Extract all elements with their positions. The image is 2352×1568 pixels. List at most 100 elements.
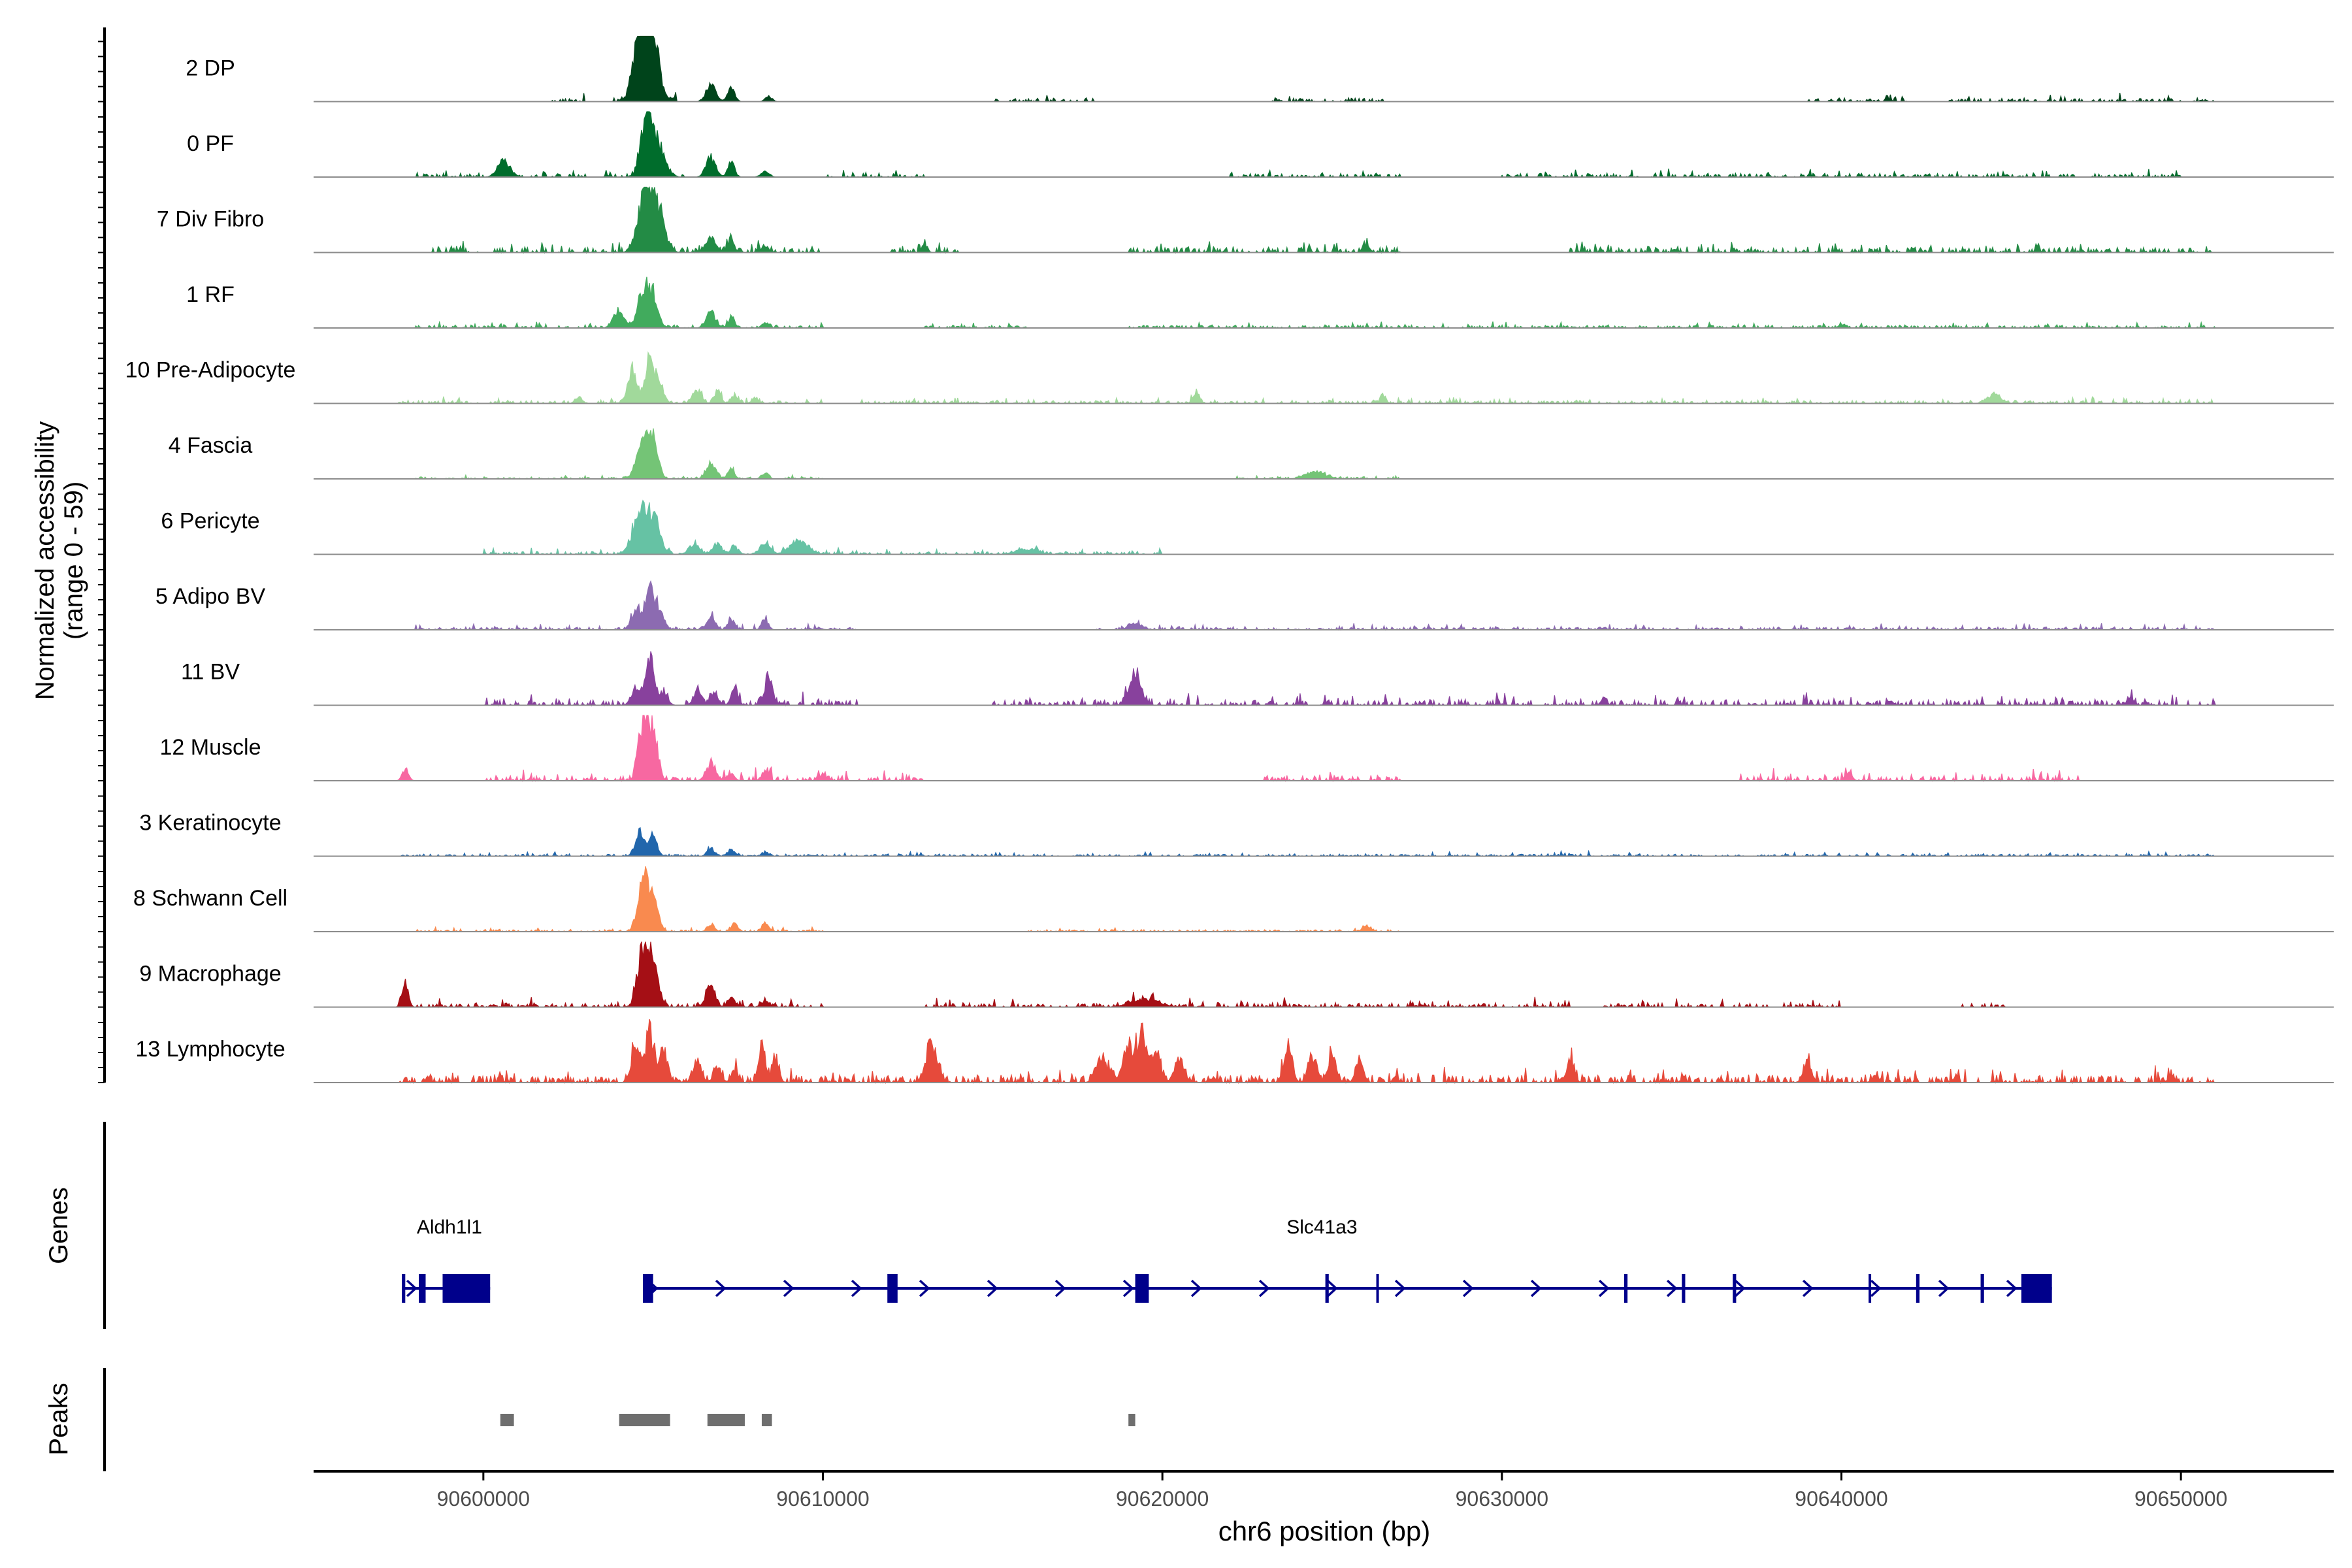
gene: Aldh1l1 <box>402 1217 491 1303</box>
gene-exon <box>1376 1274 1379 1303</box>
x-tick-label: 90630000 <box>1456 1487 1548 1511</box>
track: 2 DP <box>186 35 2334 103</box>
track-label: 1 RF <box>186 282 235 307</box>
track-label: 7 Div Fibro <box>157 207 264 232</box>
gene: Slc41a3 <box>643 1217 2052 1303</box>
track-label: 2 DP <box>186 56 235 81</box>
strand-arrow <box>919 1279 930 1298</box>
track-label: 3 Keratinocyte <box>139 811 281 836</box>
gene-exon <box>1869 1274 1872 1303</box>
track-label: 8 Schwann Cell <box>133 886 287 911</box>
track-label: 10 Pre-Adipocyte <box>125 358 296 383</box>
track-coverage-area <box>314 715 2334 783</box>
strand-arrow <box>1394 1279 1406 1298</box>
track: 9 Macrophage <box>139 941 2334 1009</box>
peaks-track: Peaks <box>44 1368 1135 1471</box>
track-coverage-area <box>314 826 2334 857</box>
x-tick-label: 90610000 <box>776 1487 869 1511</box>
coverage-y-axis-range-label: (range 0 - 59) <box>59 482 88 640</box>
track: 5 Adipo BV <box>155 580 2334 631</box>
gene-exon <box>1624 1274 1628 1303</box>
gene-exon <box>419 1274 426 1303</box>
track: 0 PF <box>187 111 2334 179</box>
strand-arrow <box>1666 1279 1678 1298</box>
gene-exon <box>1135 1274 1149 1303</box>
track: 11 BV <box>181 651 2334 707</box>
gene-exon <box>1325 1274 1329 1303</box>
strand-arrow <box>1734 1279 1746 1298</box>
strand-arrow <box>1530 1279 1542 1298</box>
gene-exon <box>402 1274 406 1303</box>
track-coverage-area <box>314 941 2334 1009</box>
track-label: 13 Lymphocyte <box>135 1037 285 1062</box>
peak-region <box>500 1414 514 1426</box>
track: 7 Div Fibro <box>157 186 2334 254</box>
gene-exon <box>1916 1274 1920 1303</box>
peak-region <box>1128 1414 1135 1426</box>
strand-arrow <box>783 1279 794 1298</box>
strand-arrow <box>1054 1279 1066 1298</box>
strand-arrow <box>1122 1279 1134 1298</box>
coverage-tracks: 2 DP 0 PF 7 Div Fibro 1 RF 10 Pre-Adipocyte 4… <box>125 35 2334 1085</box>
peak-region <box>761 1414 772 1426</box>
strand-arrow <box>1190 1279 1202 1298</box>
peaks-track-label: Peaks <box>44 1382 73 1455</box>
strand-arrow <box>851 1279 862 1298</box>
x-axis: 90600000 90610000 90620000 90630000 90640000… <box>314 1470 2334 1511</box>
track: 1 RF <box>186 276 2334 329</box>
track-coverage-area <box>314 186 2334 254</box>
gene-exon <box>1733 1274 1737 1303</box>
track: 10 Pre-Adipocyte <box>125 351 2334 405</box>
x-tick-label: 90640000 <box>1795 1487 1887 1511</box>
strand-arrow <box>1462 1279 1474 1298</box>
track-coverage-area <box>314 351 2334 405</box>
track: 6 Pericyte <box>161 499 2334 556</box>
peak-region <box>619 1414 670 1426</box>
x-tick-label: 90600000 <box>437 1487 530 1511</box>
x-axis-label: chr6 position (bp) <box>1218 1516 1431 1546</box>
gene-exon <box>442 1274 491 1303</box>
track-coverage-area <box>314 111 2334 179</box>
track-coverage-area <box>314 428 2334 480</box>
strand-arrow <box>715 1279 727 1298</box>
x-tick-label: 90650000 <box>2134 1487 2227 1511</box>
track-label: 6 Pericyte <box>161 509 259 534</box>
gene-exon <box>1682 1274 1686 1303</box>
track-coverage-area <box>314 580 2334 631</box>
track: 3 Keratinocyte <box>139 811 2334 857</box>
strand-arrow <box>2006 1279 2017 1298</box>
track-coverage-area <box>314 35 2334 103</box>
track-coverage-area <box>314 499 2334 556</box>
strand-arrow <box>406 1279 417 1298</box>
gene-exon <box>2021 1274 2052 1303</box>
track: 8 Schwann Cell <box>133 866 2334 933</box>
strand-arrow <box>1870 1279 1882 1298</box>
track-label: 12 Muscle <box>160 735 261 760</box>
track-label: 11 BV <box>181 660 240 685</box>
strand-arrow <box>987 1279 998 1298</box>
gene-exon <box>1980 1274 1984 1303</box>
strand-arrow <box>1598 1279 1610 1298</box>
coverage-y-axis-label: Normalized accessibility <box>31 421 59 700</box>
coverage-y-axis <box>98 27 106 1083</box>
genes-track: Genes Aldh1l1 Slc41a3 <box>44 1122 2052 1329</box>
gene-name: Slc41a3 <box>1286 1217 1357 1238</box>
track: 12 Muscle <box>160 715 2334 783</box>
track-coverage-area <box>314 276 2334 329</box>
strand-arrow <box>1938 1279 1950 1298</box>
track-coverage-area <box>314 1019 2334 1085</box>
gene-exon <box>643 1274 653 1303</box>
track-label: 9 Macrophage <box>139 962 281 987</box>
gene-exon <box>887 1274 898 1303</box>
strand-arrow <box>1802 1279 1814 1298</box>
track-label: 5 Adipo BV <box>155 584 266 609</box>
gene-name: Aldh1l1 <box>417 1217 482 1238</box>
peak-region <box>707 1414 745 1426</box>
x-tick-label: 90620000 <box>1116 1487 1209 1511</box>
track-label: 0 PF <box>187 131 234 156</box>
track: 4 Fascia <box>169 428 2334 480</box>
track: 13 Lymphocyte <box>135 1019 2334 1085</box>
genes-track-label: Genes <box>44 1187 73 1264</box>
track-coverage-area <box>314 651 2334 707</box>
